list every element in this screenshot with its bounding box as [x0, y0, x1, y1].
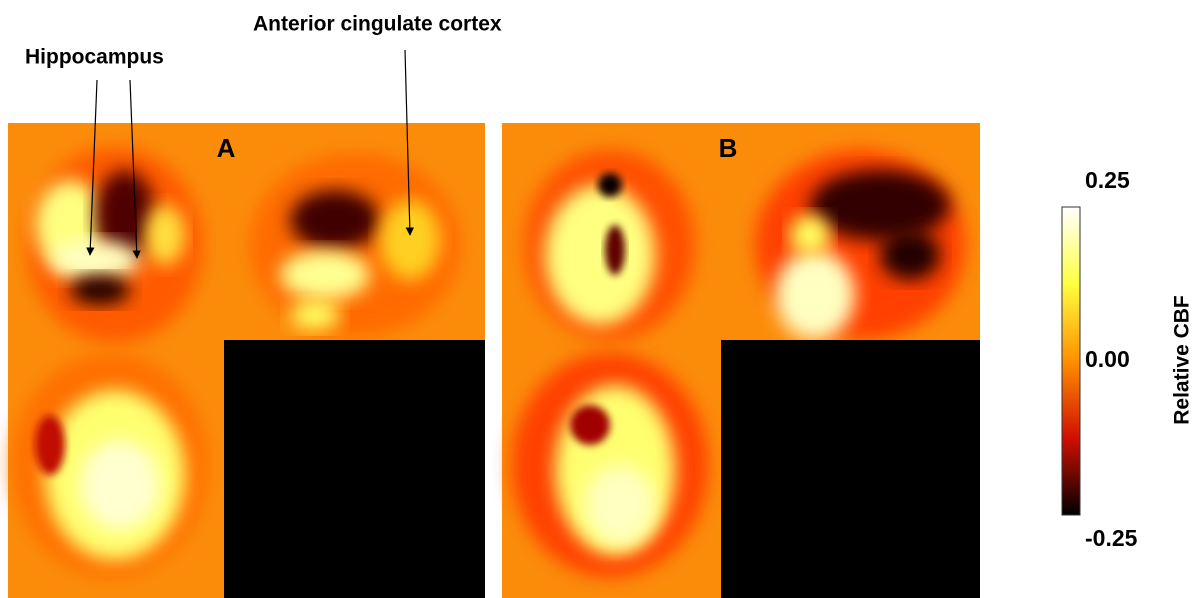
- colorbar-tick-label: -0.25: [1085, 525, 1138, 551]
- colorbar-title: Relative CBF: [1171, 295, 1194, 425]
- annotation: Hippocampus: [25, 46, 164, 69]
- colorbar: Relative CBF 0.25 0.00 -0.25: [1062, 167, 1194, 551]
- empty-cell: [721, 340, 980, 598]
- colorbar-scale: [1062, 207, 1080, 515]
- annotation: Anterior cingulate cortex: [253, 13, 502, 36]
- panel-a: A: [8, 123, 485, 598]
- page: {"annotations": {"hippocampus": "Hippoca…: [0, 0, 1199, 598]
- colorbar-tick-label: 0.00: [1085, 346, 1130, 372]
- brain-slice: [250, 153, 460, 337]
- colorbar-tick-label: 0.25: [1085, 167, 1130, 193]
- figure: A B Hippocampus Anterior cingulate corte…: [0, 0, 1199, 598]
- empty-cell: [224, 340, 485, 598]
- panel-label: B: [719, 133, 738, 163]
- brain-slice: [512, 353, 708, 577]
- brain-slice: [525, 150, 695, 340]
- brain-slice: [27, 147, 203, 343]
- panel-label: A: [217, 133, 236, 163]
- brain-slice: [12, 353, 208, 577]
- panel-b: B: [502, 123, 980, 598]
- brain-slice: [755, 150, 965, 340]
